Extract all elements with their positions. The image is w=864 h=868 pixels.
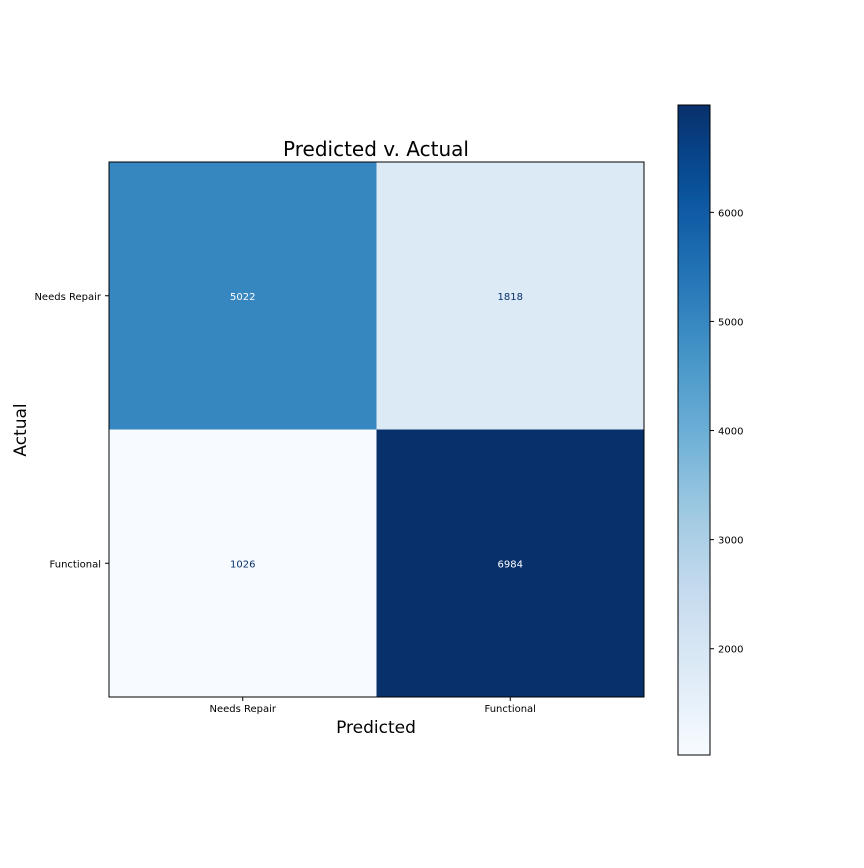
colorbar-tick-label: 6000 [718, 208, 743, 219]
colorbar: 2000 3000 4000 5000 6000 [677, 104, 743, 756]
colorbar-tick-label: 4000 [718, 427, 743, 438]
cell-value-label: 6984 [498, 559, 523, 570]
y-axis-label: Actual [11, 403, 31, 456]
heatmap-cell-needs-repair-functional [376, 162, 644, 430]
cell-value-label: 5022 [230, 292, 255, 303]
heatmap-cell-functional-functional [376, 429, 644, 697]
cells-layer [109, 162, 644, 697]
colorbar-tick-label: 2000 [718, 645, 743, 656]
plot-frame [108, 161, 645, 698]
colorbar-tick-label: 3000 [718, 536, 743, 547]
colorbar-fill [678, 105, 710, 755]
colorbar-tick-label: 5000 [718, 317, 743, 328]
colorbar-ticks: 2000 3000 4000 5000 6000 [710, 208, 743, 656]
cell-value-label: 1818 [498, 292, 523, 303]
y-tick-label: Functional [50, 559, 101, 570]
y-ticks: Needs Repair Functional [34, 292, 109, 570]
heatmap-cell-functional-needs-repair [109, 429, 377, 697]
y-tick-label: Needs Repair [34, 292, 101, 303]
cell-value-label: 1026 [230, 559, 255, 570]
x-tick-label: Needs Repair [209, 704, 276, 715]
colorbar-frame [677, 104, 711, 756]
heatmap-cell-needs-repair-needs-repair [109, 162, 377, 430]
x-ticks: Needs Repair Functional [209, 697, 536, 715]
x-tick-label: Functional [485, 704, 536, 715]
chart-title: Predicted v. Actual [283, 137, 469, 161]
x-axis-label: Predicted [336, 718, 416, 738]
cell-labels-layer: 5022 1818 1026 6984 [230, 292, 523, 571]
